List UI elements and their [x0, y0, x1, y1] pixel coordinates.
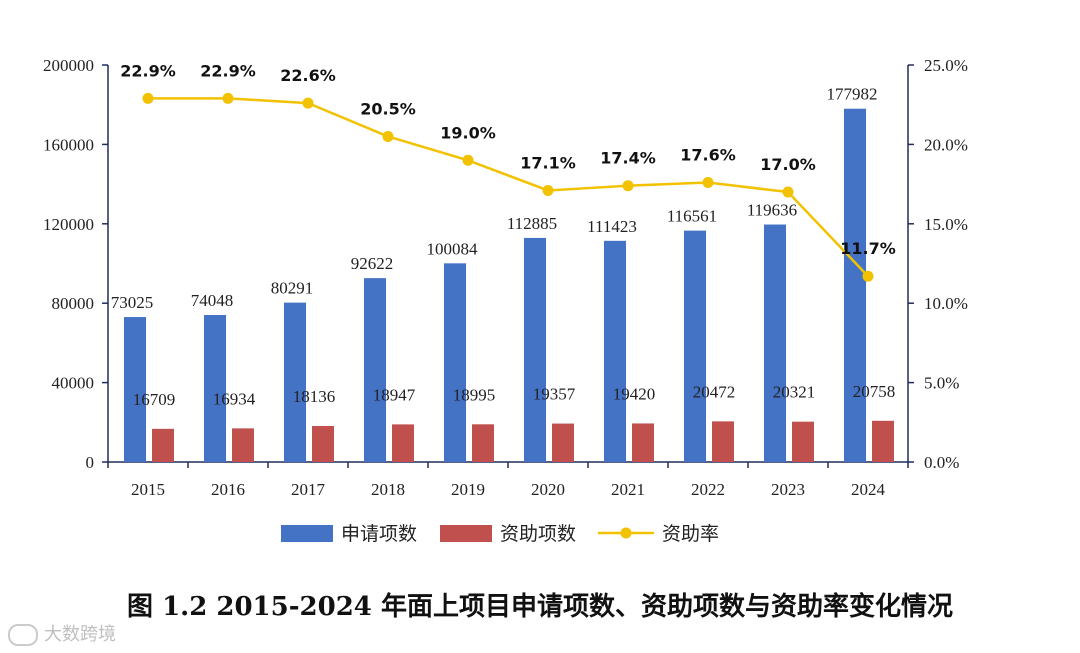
y-right-tick-label: 5.0%: [924, 374, 959, 393]
x-tick-label: 2016: [211, 480, 245, 499]
label-applications: 119636: [747, 201, 797, 220]
label-rate: 20.5%: [360, 99, 416, 118]
label-rate: 11.7%: [840, 239, 896, 258]
y-left-tick-label: 160000: [43, 135, 94, 154]
y-left-tick-label: 120000: [43, 215, 94, 234]
bar-applications: [124, 317, 146, 462]
y-right-tick-label: 0.0%: [924, 453, 959, 472]
y-right-tick-label: 20.0%: [924, 135, 968, 154]
label-rate: 22.6%: [280, 66, 336, 85]
label-applications: 177982: [827, 85, 878, 104]
label-applications: 116561: [667, 207, 717, 226]
watermark: 大数跨境: [8, 620, 116, 646]
rate-point: [862, 270, 874, 282]
label-applications: 73025: [111, 293, 154, 312]
y-left-tick-label: 80000: [52, 294, 95, 313]
y-left-tick-label: 40000: [52, 374, 95, 393]
label-funded: 18136: [293, 387, 336, 406]
rate-point: [782, 186, 794, 198]
bar-funded: [632, 423, 654, 462]
x-tick-label: 2019: [451, 480, 485, 499]
legend-label-applications: 申请项数: [341, 523, 417, 545]
label-funded: 18995: [453, 385, 496, 404]
bar-applications: [604, 240, 626, 462]
x-tick-label: 2021: [611, 480, 645, 499]
y-right-tick-label: 15.0%: [924, 215, 968, 234]
bar-funded: [472, 424, 494, 462]
legend: 申请项数 资助项数 资助率: [281, 523, 719, 545]
bar-applications: [764, 224, 786, 462]
label-rate: 17.0%: [760, 155, 816, 174]
bar-funded: [392, 424, 414, 462]
x-tick-label: 2024: [851, 480, 886, 499]
bar-funded: [552, 423, 574, 462]
y-left-tick-label: 200000: [43, 56, 94, 75]
rate-point: [382, 130, 394, 142]
figure-caption: 图 1.2 2015-2024 年面上项目申请项数、资助项数与资助率变化情况: [127, 592, 953, 622]
bar-funded: [152, 428, 174, 462]
y-right-tick-label: 10.0%: [924, 294, 968, 313]
y-right-tick-label: 25.0%: [924, 56, 968, 75]
x-tick-label: 2022: [691, 480, 725, 499]
bars: [124, 108, 894, 463]
bar-applications: [684, 230, 706, 462]
y-left-tick-label: 0: [86, 453, 95, 472]
legend-marker-rate: [620, 527, 632, 539]
axes: 0 40000 80000 120000 160000 200000 0.0% 5.0% 10.…: [43, 56, 968, 499]
rate-point: [702, 177, 714, 189]
rate-point: [622, 180, 634, 192]
bar-applications: [524, 237, 546, 462]
label-funded: 18947: [373, 385, 416, 404]
label-applications: 112885: [507, 214, 557, 233]
label-rate: 17.4%: [600, 149, 656, 168]
label-funded: 16934: [213, 389, 256, 408]
x-tick-label: 2020: [531, 480, 565, 499]
bar-applications: [364, 278, 386, 462]
rate-line: [142, 92, 874, 282]
rate-point: [222, 92, 234, 104]
data-labels: 73025 16709 74048 16934 80291 18136 92622 18947…: [111, 61, 896, 408]
legend-swatch-applications: [281, 525, 333, 542]
bar-applications: [204, 315, 226, 462]
label-applications: 111423: [587, 217, 637, 236]
label-funded: 20321: [773, 383, 816, 402]
label-funded: 19420: [613, 384, 656, 403]
bar-funded: [712, 421, 734, 462]
bar-applications: [284, 302, 306, 462]
x-tick-label: 2017: [291, 480, 326, 499]
bar-funded: [792, 421, 814, 462]
bar-applications: [444, 263, 466, 462]
bar-funded: [232, 428, 254, 462]
watermark-text: 大数跨境: [44, 624, 116, 645]
watermark-icon: [8, 624, 38, 646]
bar-funded: [872, 420, 894, 462]
label-funded: 19357: [533, 385, 576, 404]
label-applications: 80291: [271, 279, 314, 298]
label-rate: 19.0%: [440, 123, 496, 142]
rate-point: [142, 92, 154, 104]
bar-applications: [844, 108, 866, 463]
rate-point: [302, 97, 314, 109]
label-rate: 22.9%: [200, 61, 256, 80]
label-rate: 17.1%: [520, 153, 576, 172]
x-tick-label: 2023: [771, 480, 805, 499]
legend-swatch-funded: [440, 525, 492, 542]
legend-label-funded: 资助项数: [500, 523, 576, 545]
label-rate: 22.9%: [120, 61, 176, 80]
label-funded: 16709: [133, 390, 176, 409]
label-funded: 20758: [853, 382, 896, 401]
label-applications: 74048: [191, 291, 234, 310]
legend-label-rate: 资助率: [662, 523, 719, 545]
x-tick-label: 2018: [371, 480, 405, 499]
chart-svg: 0 40000 80000 120000 160000 200000 0.0% 5.0% 10.…: [43, 56, 968, 545]
label-applications: 92622: [351, 254, 394, 273]
rate-point: [462, 154, 474, 166]
label-rate: 17.6%: [680, 146, 736, 165]
label-applications: 100084: [427, 239, 479, 258]
x-tick-label: 2015: [131, 480, 165, 499]
label-funded: 20472: [693, 382, 736, 401]
rate-point: [542, 184, 554, 196]
rate-line-path: [148, 97, 869, 278]
bar-funded: [312, 426, 334, 462]
